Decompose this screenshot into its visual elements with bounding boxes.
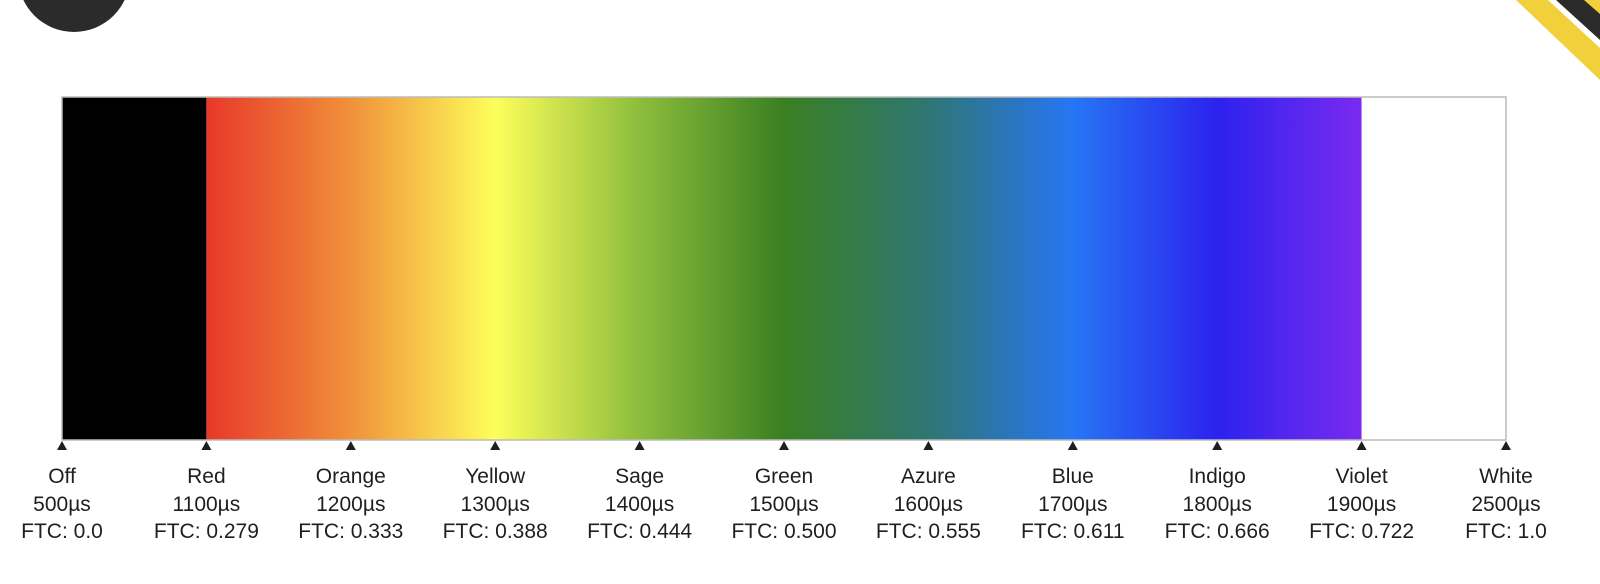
tick-name-yellow: Yellow [465, 465, 526, 488]
tick-label-yellow: Yellow 1300µs FTC: 0.388 [443, 465, 548, 543]
tick-ftc-green: FTC: 0.500 [731, 520, 836, 543]
tick-name-indigo: Indigo [1189, 465, 1246, 488]
tick-markers [57, 441, 1511, 450]
tick-marker-green [779, 441, 789, 450]
tick-label-orange: Orange 1200µs FTC: 0.333 [298, 465, 403, 543]
tick-pulse-red: 1100µs [173, 493, 241, 516]
tick-ftc-violet: FTC: 0.722 [1309, 520, 1414, 543]
tick-label-violet: Violet 1900µs FTC: 0.722 [1309, 465, 1414, 543]
tick-pulse-green: 1500µs [749, 493, 818, 516]
tick-label-white: White 2500µs FTC: 1.0 [1465, 465, 1547, 543]
tick-name-red: Red [187, 465, 226, 488]
tick-marker-white [1501, 441, 1511, 450]
tick-name-orange: Orange [316, 465, 386, 488]
tick-pulse-yellow: 1300µs [461, 493, 530, 516]
tick-ftc-azure: FTC: 0.555 [876, 520, 981, 543]
tick-name-azure: Azure [901, 465, 956, 488]
tick-pulse-off: 500µs [33, 493, 91, 516]
tick-pulse-azure: 1600µs [894, 493, 963, 516]
corner-ribbon [1500, 0, 1600, 80]
tick-name-white: White [1479, 465, 1533, 488]
tick-label-red: Red 1100µs FTC: 0.279 [154, 465, 259, 543]
spectrum-bar [61, 96, 1507, 441]
tick-name-off: Off [48, 465, 76, 488]
tick-ftc-indigo: FTC: 0.666 [1165, 520, 1270, 543]
tick-name-violet: Violet [1336, 465, 1388, 488]
tick-pulse-indigo: 1800µs [1183, 493, 1252, 516]
tick-ftc-yellow: FTC: 0.388 [443, 520, 548, 543]
tick-label-off: Off 500µs FTC: 0.0 [21, 465, 103, 543]
tick-ftc-sage: FTC: 0.444 [587, 520, 692, 543]
tick-ftc-orange: FTC: 0.333 [298, 520, 403, 543]
tick-pulse-white: 2500µs [1471, 493, 1540, 516]
segment-gradient [206, 97, 1362, 440]
tick-label-blue: Blue 1700µs FTC: 0.611 [1021, 465, 1124, 543]
tick-pulse-orange: 1200µs [316, 493, 385, 516]
tick-marker-indigo [1212, 441, 1223, 450]
tick-pulse-violet: 1900µs [1327, 493, 1396, 516]
tick-name-sage: Sage [615, 465, 664, 488]
tick-marker-yellow [490, 441, 501, 450]
tick-label-sage: Sage 1400µs FTC: 0.444 [587, 465, 692, 543]
tick-name-blue: Blue [1052, 465, 1094, 488]
tick-marker-blue [1067, 441, 1078, 450]
tick-label-indigo: Indigo 1800µs FTC: 0.666 [1165, 465, 1270, 543]
segment-off [62, 97, 207, 440]
tick-pulse-blue: 1700µs [1038, 493, 1107, 516]
tick-label-green: Green 1500µs FTC: 0.500 [731, 465, 836, 543]
tick-marker-azure [923, 441, 934, 450]
tick-labels: Off 500µs FTC: 0.0 Red 1100µs FTC: 0.279 Orang… [21, 465, 1547, 543]
tick-ftc-white: FTC: 1.0 [1465, 520, 1547, 543]
tick-pulse-sage: 1400µs [605, 493, 674, 516]
tick-marker-orange [345, 441, 356, 450]
tick-label-azure: Azure 1600µs FTC: 0.555 [876, 465, 981, 543]
segment-white [1361, 97, 1506, 440]
tick-name-green: Green [755, 465, 813, 488]
tick-marker-sage [634, 441, 645, 450]
tick-ftc-red: FTC: 0.279 [154, 520, 259, 543]
tick-ftc-off: FTC: 0.0 [21, 520, 103, 543]
tick-ftc-blue: FTC: 0.611 [1021, 520, 1124, 543]
tick-marker-off [57, 441, 67, 450]
tick-marker-violet [1356, 441, 1367, 450]
tick-marker-red [201, 441, 212, 450]
spectrum-border [61, 96, 1507, 441]
